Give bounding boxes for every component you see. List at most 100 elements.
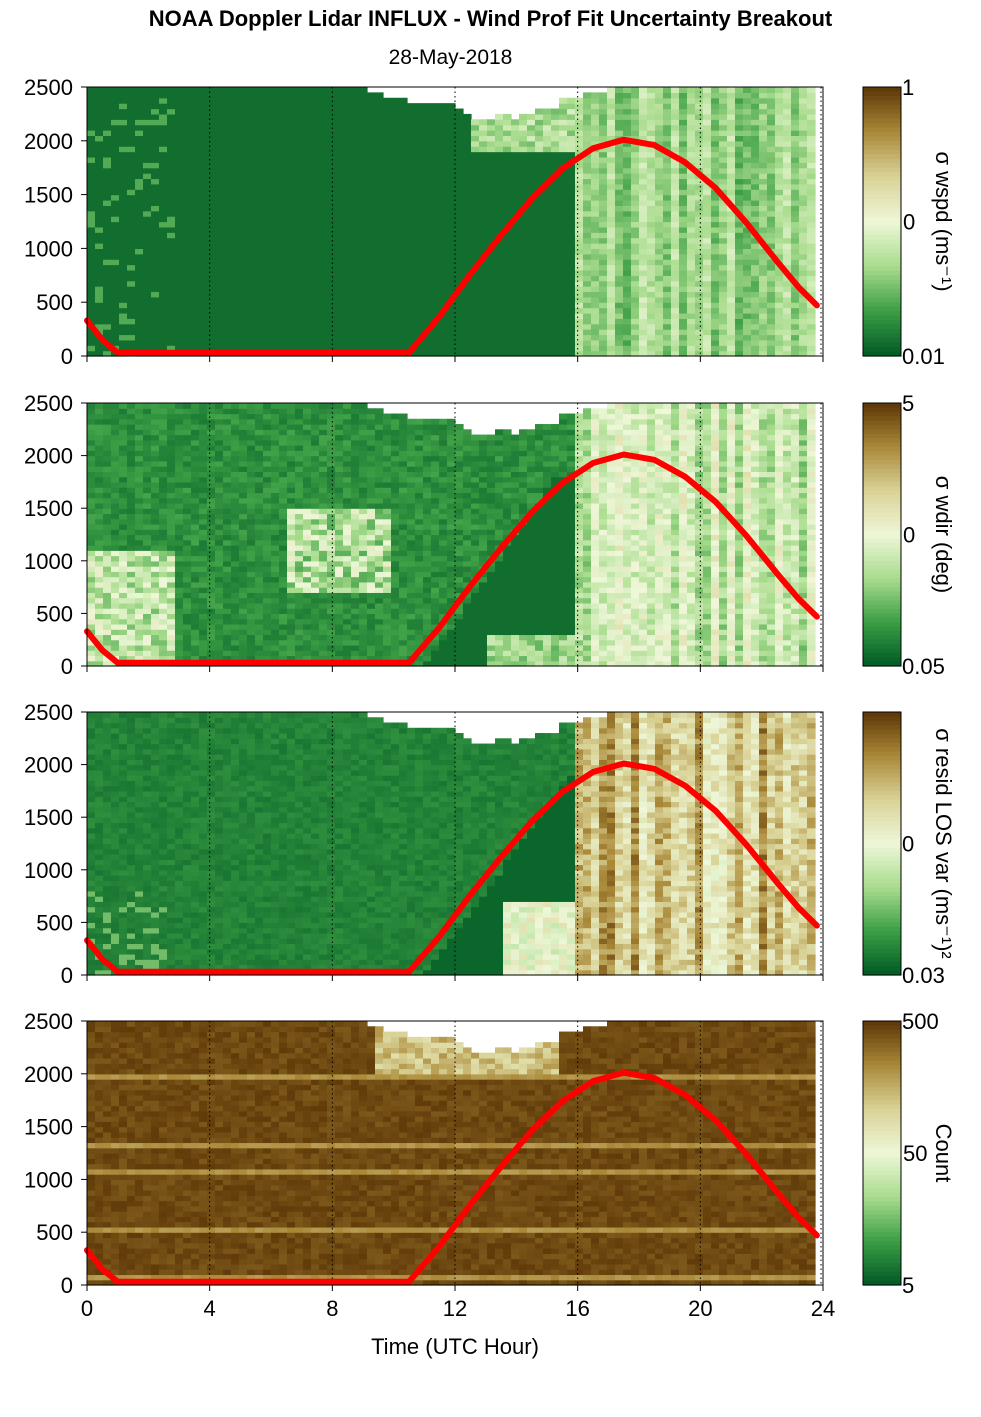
heatmap-cell — [703, 275, 712, 281]
heatmap-cell — [151, 650, 160, 656]
heatmap-cell — [119, 313, 128, 319]
heatmap-cell — [583, 141, 592, 147]
heatmap-cell — [679, 270, 688, 276]
heatmap-cell — [599, 324, 608, 330]
heatmap-cell — [231, 216, 240, 222]
heatmap-cell — [367, 254, 376, 260]
heatmap-cell — [103, 524, 112, 530]
heatmap-cell — [623, 92, 632, 98]
heatmap-cell — [775, 141, 784, 147]
heatmap-cell — [223, 329, 232, 335]
heatmap-cell — [647, 313, 656, 319]
heatmap-cell — [631, 92, 640, 98]
heatmap-cell — [263, 157, 272, 163]
heatmap-cell — [263, 222, 272, 228]
heatmap-cell — [607, 308, 616, 314]
heatmap-cell — [727, 318, 736, 324]
heatmap-cell — [351, 184, 360, 190]
heatmap-cell — [559, 270, 568, 276]
heatmap-cell — [351, 265, 360, 271]
heatmap-cell — [551, 162, 560, 168]
heatmap-cell — [567, 265, 576, 271]
heatmap-cell — [479, 222, 488, 228]
heatmap-cell — [215, 130, 224, 136]
heatmap-cell — [151, 152, 160, 158]
heatmap-cell — [255, 297, 264, 303]
heatmap-cell — [703, 200, 712, 206]
heatmap-cell — [87, 211, 96, 217]
heatmap-cell — [423, 173, 432, 179]
heatmap-cell — [103, 492, 112, 498]
heatmap-cell — [551, 189, 560, 195]
heatmap-cell — [695, 243, 704, 249]
heatmap-cell — [255, 103, 264, 109]
heatmap-cell — [767, 162, 776, 168]
heatmap-cell — [807, 329, 816, 335]
heatmap-cell — [127, 125, 136, 131]
heatmap-cell — [87, 550, 96, 556]
heatmap-cell — [119, 238, 128, 244]
heatmap-cell — [543, 254, 552, 260]
heatmap-cell — [327, 92, 336, 98]
heatmap-cell — [511, 146, 520, 152]
heatmap-cell — [631, 243, 640, 249]
heatmap-cell — [343, 238, 352, 244]
heatmap-cell — [271, 211, 280, 217]
heatmap-cell — [623, 130, 632, 136]
heatmap-cell — [655, 157, 664, 163]
heatmap-cell — [423, 152, 432, 158]
heatmap-cell — [183, 318, 192, 324]
heatmap-cell — [783, 291, 792, 297]
heatmap-cell — [687, 146, 696, 152]
heatmap-cell — [695, 324, 704, 330]
heatmap-cell — [375, 227, 384, 233]
heatmap-cell — [583, 114, 592, 120]
heatmap-cell — [431, 168, 440, 174]
heatmap-cell — [199, 162, 208, 168]
heatmap-cell — [311, 324, 320, 330]
heatmap-cell — [663, 157, 672, 163]
heatmap-cell — [119, 135, 128, 141]
heatmap-cell — [591, 168, 600, 174]
heatmap-cell — [279, 162, 288, 168]
heatmap-cell — [615, 92, 624, 98]
heatmap-cell — [135, 340, 144, 346]
heatmap-cell — [687, 92, 696, 98]
heatmap-cell — [111, 205, 120, 211]
heatmap-cell — [375, 313, 384, 319]
heatmap-cell — [647, 270, 656, 276]
heatmap-cell — [479, 168, 488, 174]
heatmap-cell — [455, 318, 464, 324]
heatmap-cell — [567, 178, 576, 184]
heatmap-cell — [151, 640, 160, 646]
heatmap-cell — [191, 173, 200, 179]
heatmap-cell — [351, 227, 360, 233]
heatmap-cell — [239, 173, 248, 179]
heatmap-cell — [535, 259, 544, 265]
heatmap-cell — [751, 98, 760, 104]
heatmap-cell — [663, 141, 672, 147]
heatmap-cell — [311, 189, 320, 195]
heatmap-cell — [311, 216, 320, 222]
heatmap-cell — [223, 119, 232, 125]
heatmap-cell — [767, 291, 776, 297]
heatmap-cell — [799, 259, 808, 265]
colorbar-segment — [863, 132, 901, 137]
heatmap-cell — [327, 109, 336, 115]
heatmap-cell — [327, 103, 336, 109]
heatmap-cell — [439, 184, 448, 190]
heatmap-cell — [615, 334, 624, 340]
heatmap-cell — [311, 222, 320, 228]
colorbar-segment — [863, 96, 901, 101]
heatmap-cell — [583, 222, 592, 228]
heatmap-cell — [279, 334, 288, 340]
heatmap-cell — [223, 178, 232, 184]
heatmap-cell — [447, 168, 456, 174]
heatmap-cell — [519, 130, 528, 136]
heatmap-cell — [359, 195, 368, 201]
heatmap-cell — [135, 216, 144, 222]
heatmap-cell — [599, 222, 608, 228]
heatmap-cell — [151, 103, 160, 109]
heatmap-cell — [255, 329, 264, 335]
heatmap-cell — [671, 211, 680, 217]
